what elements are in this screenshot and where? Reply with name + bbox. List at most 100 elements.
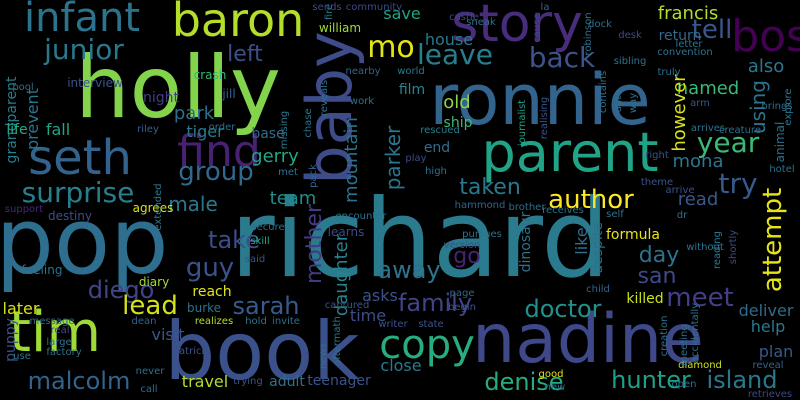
word-arrives: arrives	[690, 123, 726, 134]
word-creation: creation	[659, 315, 670, 357]
word-go: go	[453, 244, 481, 269]
word-real: real	[50, 325, 70, 336]
word-never: never	[135, 366, 165, 377]
word-aftermath: aftermath	[332, 316, 343, 366]
word-without: without	[686, 242, 724, 253]
word-film: film	[398, 82, 426, 98]
word-read: read	[677, 189, 719, 210]
word-theme: theme	[640, 177, 674, 188]
word-patrick: patrick	[172, 346, 208, 357]
word-interview: interview	[67, 76, 123, 90]
word-sends: sends	[312, 2, 342, 13]
word-brother: brother	[508, 202, 546, 213]
word-san: san	[637, 264, 677, 289]
word-extended: extended	[153, 183, 164, 231]
word-jill: jill	[222, 87, 236, 101]
word-close: close	[380, 356, 422, 375]
word-malcolm: malcolm	[27, 367, 131, 395]
word-hotel: hotel	[769, 164, 795, 175]
word-news: news	[318, 343, 329, 369]
word-order: order	[208, 122, 236, 133]
word-trying: trying	[233, 376, 263, 387]
word-writer: writer	[378, 319, 408, 330]
word-travel: travel	[181, 372, 229, 391]
word-reveals: reveals	[319, 79, 330, 117]
word-pursues: pursues	[462, 229, 502, 240]
word-mother: mother	[302, 203, 327, 285]
word-seth: seth	[28, 130, 132, 186]
word-accidentally: accidentally	[690, 302, 701, 364]
word-sarah: sarah	[232, 292, 300, 320]
word-teenager: teenager	[307, 373, 371, 389]
word-ronnie: ronnie	[429, 59, 651, 141]
word-version: version	[443, 240, 481, 251]
word-truly: truly	[657, 67, 681, 78]
word-state: state	[418, 319, 444, 330]
word-francis: francis	[657, 3, 719, 24]
word-tell: tell	[691, 15, 733, 45]
word-gerry: gerry	[251, 146, 299, 167]
word-end: end	[423, 140, 451, 156]
word-meet: meet	[666, 283, 734, 313]
word-use: use	[13, 351, 31, 362]
word-child: child	[586, 284, 610, 295]
word-self: self	[606, 209, 624, 220]
word-take: take	[208, 226, 260, 254]
word-back: back	[528, 41, 596, 74]
word-open: open	[671, 379, 697, 390]
word-old: old	[443, 92, 471, 113]
word-leave: leave	[417, 38, 493, 71]
word-secure: secure	[251, 222, 285, 233]
word-chase: chase	[303, 108, 314, 138]
word-prevent: prevent	[23, 88, 42, 150]
word-castle: castle	[449, 12, 479, 23]
word-mountain: mountain	[341, 117, 362, 203]
word-parent: parent	[481, 121, 659, 184]
word-factory: factory	[46, 347, 82, 358]
word-call: call	[140, 384, 158, 395]
word-bos: bos	[731, 11, 800, 62]
word-destiny: destiny	[48, 209, 92, 223]
word-find: find	[177, 126, 261, 177]
word-letter: letter	[675, 39, 703, 50]
word-night: night	[142, 90, 180, 106]
word-baron: baron	[171, 0, 305, 47]
word-fire: fire	[324, 3, 335, 21]
word-realizes: realizes	[194, 316, 234, 327]
word-support: support	[4, 204, 44, 215]
word-large: large	[46, 337, 72, 348]
word-arm: arm	[690, 98, 710, 109]
word-dinosaur: dinosaur	[518, 211, 534, 273]
word-agrees: agrees	[132, 201, 174, 215]
word-work: work	[349, 96, 375, 107]
word-rescued: rescued	[420, 125, 460, 136]
word-copy: copy	[379, 322, 475, 368]
word-community: community	[345, 2, 403, 13]
word-animal: animal	[773, 121, 787, 163]
word-named: named	[676, 78, 740, 99]
word-high: high	[425, 166, 447, 177]
word-reach: reach	[192, 284, 232, 300]
word-fall: fall	[45, 120, 71, 139]
word-convention: convention	[657, 47, 713, 58]
word-doctor: doctor	[524, 295, 602, 323]
word-good: good	[538, 369, 564, 380]
word-however: however	[669, 74, 690, 152]
word-infant: infant	[23, 0, 141, 41]
word-learns: learns	[327, 225, 365, 239]
word-family: family	[397, 289, 473, 317]
word-lead: lead	[122, 291, 178, 321]
word-nearby: nearby	[345, 66, 381, 77]
word-surprise: surprise	[21, 176, 135, 209]
word-reading: reading	[712, 231, 723, 269]
word-mona: mona	[672, 151, 724, 172]
word-ship: ship	[443, 115, 473, 131]
word-desk: desk	[618, 30, 642, 41]
word-world: world	[397, 66, 425, 77]
word-missing: missing	[279, 110, 290, 150]
word-reveal: reveal	[752, 360, 784, 371]
word-page: page	[449, 288, 475, 299]
word-diego: diego	[87, 276, 155, 304]
word-formula: formula	[606, 227, 660, 243]
word-hold: hold	[245, 316, 267, 327]
